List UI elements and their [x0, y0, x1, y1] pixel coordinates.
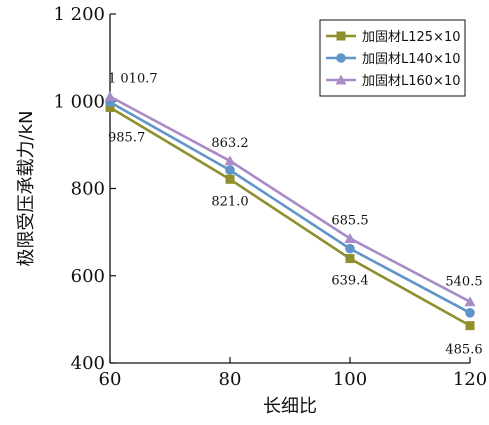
data-point	[225, 174, 235, 184]
legend-label: 加固材L125×10	[362, 30, 461, 45]
y-axis-title: 极限受压承载力/kN	[16, 111, 37, 267]
data-labels: 1 010.7 985.7 863.2 821.0 685.5 639.4 540.5 485…	[108, 72, 483, 358]
data-label: 685.5	[331, 213, 368, 228]
y-tick-label: 600	[71, 266, 105, 287]
x-tick-label: 100	[333, 369, 367, 390]
legend-item: 加固材L160×10	[326, 74, 461, 89]
legend: 加固材L125×10 加固材L140×10 加固材L160×10	[319, 19, 466, 97]
x-tick-label: 120	[453, 369, 487, 390]
data-point	[345, 254, 355, 264]
x-axis-title: 长细比	[263, 396, 317, 417]
data-label: 1 010.7	[108, 72, 158, 87]
legend-marker	[335, 74, 347, 85]
data-label: 863.2	[211, 136, 248, 151]
y-tick-label: 1 000	[53, 91, 105, 112]
data-label: 485.6	[445, 343, 482, 358]
series-line	[109, 100, 471, 314]
legend-item: 加固材L140×10	[326, 52, 461, 67]
axes: 400 600 800 1 000 1 200 60 80 100 120	[53, 4, 487, 390]
legend-label: 加固材L160×10	[362, 74, 461, 89]
x-tick-label: 80	[219, 369, 242, 390]
data-point	[465, 308, 475, 318]
data-point	[464, 296, 476, 307]
legend-item: 加固材L125×10	[326, 30, 461, 45]
data-point	[344, 232, 356, 243]
y-tick-label: 400	[71, 353, 105, 374]
series-layer	[104, 91, 476, 331]
data-label: 639.4	[331, 274, 368, 289]
data-label: 985.7	[108, 130, 145, 145]
data-point	[225, 165, 235, 175]
legend-marker	[336, 31, 346, 41]
y-tick-label: 800	[71, 179, 105, 200]
data-point	[345, 243, 355, 254]
series-line	[109, 106, 471, 327]
data-label: 821.0	[211, 194, 248, 209]
series-line	[109, 95, 471, 303]
data-label: 540.5	[445, 275, 482, 290]
y-tick-label: 1 200	[53, 4, 105, 25]
data-point	[465, 321, 475, 331]
legend-label: 加固材L140×10	[362, 52, 461, 67]
data-point	[104, 91, 116, 102]
data-point	[105, 102, 115, 112]
series-2	[105, 97, 475, 318]
series-3	[104, 91, 476, 307]
data-point	[224, 155, 236, 166]
x-tick-label: 60	[99, 369, 122, 390]
series-1	[105, 102, 475, 331]
legend-marker	[336, 53, 346, 63]
